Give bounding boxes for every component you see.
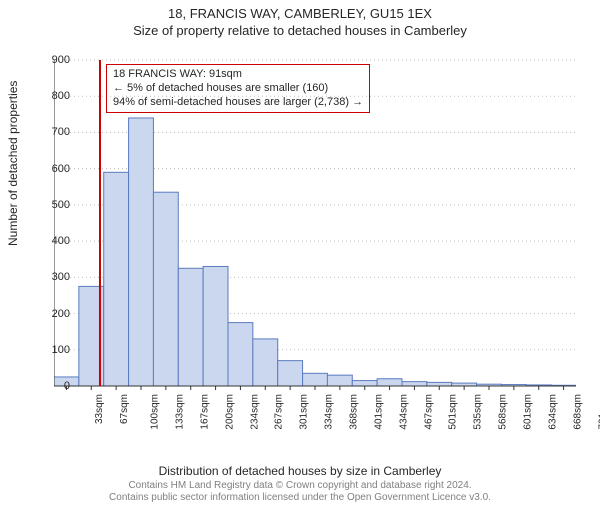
x-tick-label: 568sqm	[498, 394, 509, 430]
x-tick-label: 167sqm	[199, 394, 210, 430]
y-tick-label: 100	[44, 344, 70, 356]
x-tick-label: 234sqm	[249, 394, 260, 430]
x-tick-label: 33sqm	[94, 394, 105, 424]
x-tick-label: 200sqm	[224, 394, 235, 430]
x-tick-label: 501sqm	[448, 394, 459, 430]
marker-callout: 18 FRANCIS WAY: 91sqm ← 5% of detached h…	[106, 64, 370, 113]
histogram-bar	[253, 339, 278, 386]
page-title-line1: 18, FRANCIS WAY, CAMBERLEY, GU15 1EX	[0, 6, 600, 21]
histogram-bar	[278, 361, 303, 386]
histogram-bar	[402, 382, 427, 386]
y-tick-label: 500	[44, 199, 70, 211]
x-tick-label: 133sqm	[175, 394, 186, 430]
y-axis-label: Number of detached properties	[6, 81, 20, 246]
y-tick-label: 400	[44, 235, 70, 247]
x-tick-label: 601sqm	[523, 394, 534, 430]
page-title-line2: Size of property relative to detached ho…	[0, 23, 600, 38]
x-tick-label: 434sqm	[398, 394, 409, 430]
callout-line1: 18 FRANCIS WAY: 91sqm	[113, 68, 363, 82]
histogram-bar	[327, 375, 352, 386]
histogram-bar	[303, 373, 328, 386]
y-tick-label: 800	[44, 90, 70, 102]
histogram-bar	[228, 323, 253, 386]
x-axis-label: Distribution of detached houses by size …	[0, 464, 600, 478]
histogram-bar	[377, 379, 402, 386]
y-tick-label: 200	[44, 308, 70, 320]
histogram-bar	[153, 192, 178, 386]
x-tick-label: 634sqm	[547, 394, 558, 430]
y-tick-label: 700	[44, 126, 70, 138]
histogram-bar	[104, 172, 129, 386]
x-tick-label: 267sqm	[274, 394, 285, 430]
x-tick-label: 368sqm	[349, 394, 360, 430]
x-tick-label: 67sqm	[119, 394, 130, 424]
histogram-bar	[203, 266, 228, 386]
x-tick-label: 535sqm	[473, 394, 484, 430]
x-tick-label: 467sqm	[423, 394, 434, 430]
histogram-bar	[178, 268, 203, 386]
callout-line3: 94% of semi-detached houses are larger (…	[113, 96, 363, 110]
x-tick-label: 334sqm	[324, 394, 335, 430]
chart-area: 18 FRANCIS WAY: 91sqm ← 5% of detached h…	[54, 56, 576, 440]
footer-line1: Contains HM Land Registry data © Crown c…	[0, 480, 600, 492]
x-tick-label: 401sqm	[373, 394, 384, 430]
y-tick-label: 600	[44, 163, 70, 175]
histogram-bar	[129, 118, 154, 386]
histogram-bar	[427, 382, 452, 386]
footer-line2: Contains public sector information licen…	[0, 492, 600, 504]
x-tick-label: 668sqm	[572, 394, 583, 430]
callout-line2: ← 5% of detached houses are smaller (160…	[113, 82, 363, 96]
x-tick-label: 100sqm	[150, 394, 161, 430]
y-tick-label: 0	[44, 380, 70, 392]
y-tick-label: 300	[44, 271, 70, 283]
y-tick-label: 900	[44, 54, 70, 66]
histogram-bar	[352, 381, 377, 386]
x-tick-label: 301sqm	[299, 394, 310, 430]
histogram-chart	[54, 56, 576, 440]
footer-attribution: Contains HM Land Registry data © Crown c…	[0, 480, 600, 504]
